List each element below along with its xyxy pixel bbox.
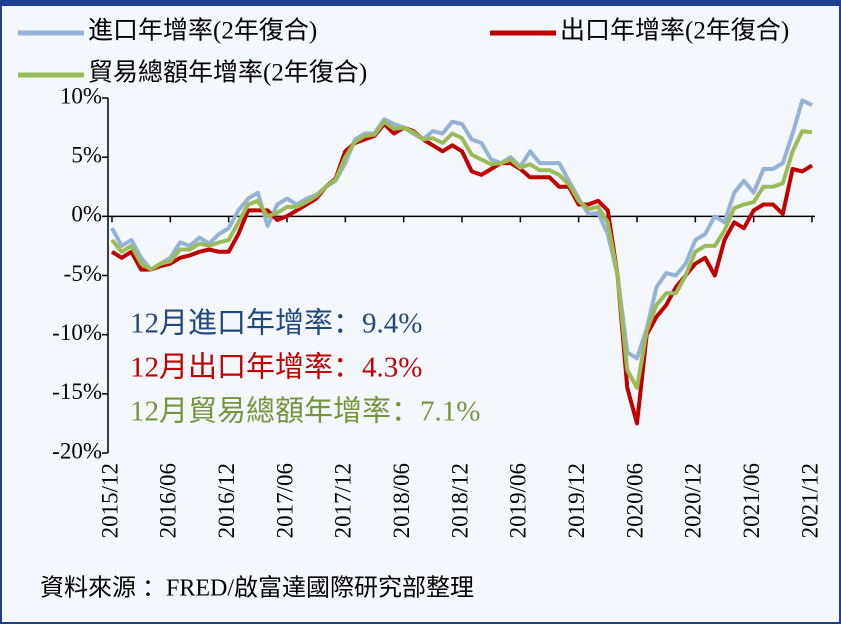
series-line: [110, 119, 813, 390]
y-tick-label: -15%: [52, 379, 102, 404]
annotation: 12月進口年增率：9.4%: [130, 307, 422, 340]
x-tick-label: 2017/06: [272, 463, 297, 538]
y-tick-label: -20%: [52, 438, 102, 463]
x-tick-label: 2017/12: [331, 463, 356, 538]
x-tick-label: 2018/12: [447, 463, 472, 538]
legend-label: 進口年增率(2年復合): [88, 17, 317, 45]
x-tick-label: 2015/12: [97, 463, 122, 538]
annotation: 12月出口年增率：4.3%: [130, 351, 422, 384]
annotation: 12月貿易總額年增率：7.1%: [130, 395, 480, 428]
series-line: [110, 98, 813, 361]
x-tick-label: 2016/12: [214, 463, 239, 538]
x-tick-label: 2019/12: [564, 463, 589, 538]
y-tick-label: 10%: [60, 83, 102, 108]
x-tick-label: 2020/12: [681, 463, 706, 538]
y-tick-label: -5%: [64, 261, 102, 286]
legend-label: 貿易總額年增率(2年復合): [88, 59, 367, 87]
x-tick-label: 2019/06: [506, 463, 531, 538]
y-tick-label: 5%: [71, 142, 102, 167]
x-tick-label: 2016/06: [156, 463, 181, 538]
x-tick-label: 2021/12: [797, 463, 822, 538]
y-tick-label: -10%: [52, 320, 102, 345]
x-tick-label: 2021/06: [739, 463, 764, 538]
x-tick-label: 2020/06: [622, 463, 647, 538]
source-note: 資料來源 ：FRED/啟富達國際研究部整理: [40, 575, 474, 602]
series-line: [110, 122, 814, 426]
y-tick-label: 0%: [71, 202, 102, 227]
top-band: [0, 0, 841, 6]
legend-label: 出口年增率(2年復合): [560, 17, 789, 45]
x-tick-label: 2018/06: [389, 463, 414, 538]
